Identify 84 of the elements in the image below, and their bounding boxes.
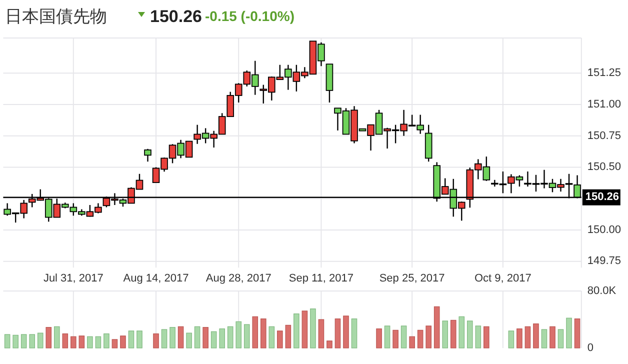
bar [70, 336, 76, 348]
bar [524, 326, 531, 348]
bar [268, 326, 275, 348]
bar [62, 333, 68, 348]
bar [392, 330, 398, 348]
y-tick-label: 0 [587, 342, 594, 354]
bar [236, 321, 242, 348]
y-tick-label: 80.0K [587, 284, 617, 297]
bar [326, 340, 332, 348]
bar [574, 318, 580, 348]
bar [104, 333, 110, 348]
bar [318, 319, 324, 348]
x-tick-label: Aug 28, 2017 [206, 272, 272, 285]
bar [120, 336, 126, 348]
x-tick-label: Oct 9, 2017 [474, 272, 532, 285]
bar [244, 324, 250, 348]
bar [533, 323, 539, 348]
bar [343, 316, 349, 348]
bar [153, 333, 159, 348]
bar [466, 320, 473, 348]
bar [20, 334, 27, 348]
y-tick-label: 150.75 [587, 130, 622, 142]
bar [128, 330, 134, 348]
bar [376, 328, 382, 348]
bar [566, 318, 572, 348]
ref-line-label: 150.26 [585, 191, 620, 204]
bar [4, 334, 10, 348]
bar [310, 308, 316, 348]
bar [475, 326, 482, 348]
y-tick-label: 151.00 [587, 98, 622, 110]
bar [170, 327, 176, 348]
bar [252, 316, 258, 348]
candlestick [144, 148, 152, 162]
x-tick-label: Sep 25, 2017 [379, 272, 445, 285]
bar [46, 327, 52, 348]
y-tick-label: 149.75 [587, 255, 622, 268]
bar [426, 326, 432, 348]
bar [484, 326, 490, 348]
bar [277, 330, 283, 348]
bar [194, 326, 200, 348]
bar [178, 326, 184, 348]
bar [442, 320, 448, 348]
y-tick-label: 150.50 [587, 161, 622, 174]
bar [400, 326, 407, 348]
text: -0.15 (-0.10%) [205, 8, 294, 24]
bar [227, 326, 234, 348]
y-tick-label: 151.25 [587, 67, 622, 80]
bar [508, 330, 514, 348]
chart-subtitle: 150.26 [150, 7, 202, 26]
bar [417, 330, 424, 348]
bar [351, 318, 358, 348]
bar [294, 314, 300, 348]
bar [285, 324, 292, 348]
bar [29, 334, 36, 348]
bar [550, 326, 556, 348]
bar [384, 326, 390, 348]
chart-title: 日本国債先物 [5, 7, 107, 26]
bar [87, 336, 93, 348]
x-tick-label: Jul 31, 2017 [43, 272, 104, 285]
bar [136, 330, 142, 348]
bar [409, 336, 415, 348]
bar [541, 329, 548, 348]
bar [95, 336, 102, 348]
bar [202, 327, 208, 348]
bar [161, 329, 168, 348]
x-tick-label: Sep 11, 2017 [288, 272, 354, 285]
bar [434, 306, 440, 348]
bar [516, 328, 522, 348]
bar [54, 326, 60, 348]
bar [302, 310, 308, 348]
bar [458, 316, 465, 348]
bar [112, 339, 118, 348]
bar [210, 331, 217, 348]
bar [450, 320, 456, 348]
bar [260, 318, 266, 348]
bar [186, 332, 192, 348]
bar [12, 334, 18, 348]
bar [78, 336, 85, 348]
x-tick-label: Aug 14, 2017 [123, 272, 189, 285]
bar [558, 329, 564, 348]
bar [334, 318, 341, 348]
bar [37, 332, 44, 348]
bar [219, 328, 225, 348]
y-tick-label: 150.00 [587, 224, 622, 236]
